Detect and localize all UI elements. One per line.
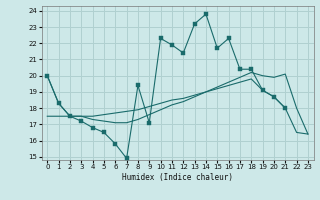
- X-axis label: Humidex (Indice chaleur): Humidex (Indice chaleur): [122, 173, 233, 182]
